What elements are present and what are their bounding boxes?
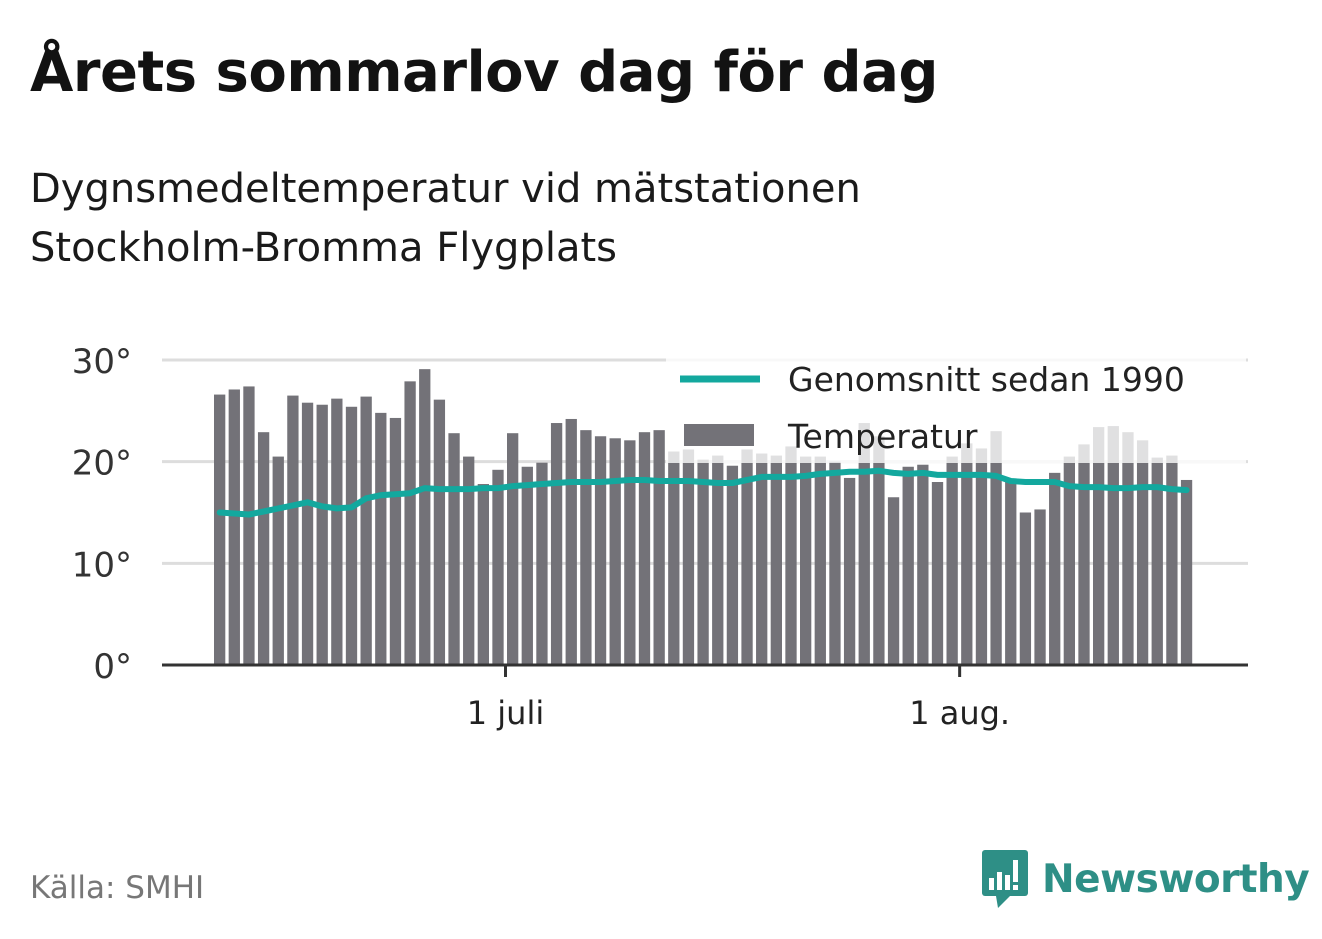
temperature-bar [287, 395, 299, 665]
average-line-group [216, 467, 1190, 518]
temperature-bar [785, 446, 797, 665]
temperature-bar [1063, 456, 1075, 665]
temperature-bar [873, 436, 885, 665]
temperature-bar [609, 438, 621, 665]
temperature-bar [741, 449, 753, 665]
legend-background [666, 355, 1246, 463]
temperature-bar [301, 402, 314, 665]
temperature-bar [419, 369, 431, 665]
temperature-bar [1136, 440, 1149, 665]
temperature-bar [814, 456, 826, 665]
temperature-bar [1151, 457, 1163, 665]
temperature-bar [1034, 509, 1046, 665]
temperature-bar [594, 436, 607, 665]
legend: Genomsnitt sedan 1990 Temperatur [666, 355, 1246, 463]
subtitle-line-2: Stockholm-Bromma Flygplats [30, 225, 617, 271]
x-tick-label: 1 juli [467, 694, 544, 732]
legend-label-average: Genomsnitt sedan 1990 [788, 360, 1185, 399]
temperature-bar [668, 451, 680, 665]
temperature-bar [653, 430, 665, 665]
temperature-bar [1107, 426, 1119, 665]
temperature-bar [829, 461, 841, 665]
temperature-bar [697, 459, 709, 665]
temperature-bar [712, 455, 724, 665]
temperature-bar [214, 394, 226, 665]
temperature-bar [858, 423, 870, 665]
temperature-bar [1180, 479, 1193, 665]
temperature-bar [682, 449, 695, 665]
chart-subtitle: Dygnsmedeltemperatur vid mätstationen St… [30, 160, 1030, 278]
temperature-bar [1019, 512, 1032, 665]
y-tick-label: 0° [93, 647, 132, 687]
brand-name: Newsworthy [1042, 856, 1310, 902]
temperature-bar [375, 412, 387, 665]
temperature-bar [756, 453, 768, 665]
temperature-bar [316, 404, 328, 665]
temperature-bar [257, 432, 270, 665]
temperature-bar [228, 389, 240, 665]
temperature-bar [272, 456, 284, 665]
temperature-bar [360, 396, 372, 665]
temperature-bar [463, 456, 475, 665]
temperature-bar [1093, 427, 1105, 665]
temperature-bar [770, 455, 782, 665]
temperature-bar [1078, 444, 1090, 665]
temperature-bar [331, 398, 343, 665]
temperature-bar [800, 456, 812, 665]
temperature-bar [448, 433, 460, 665]
y-tick-label: 30° [72, 342, 132, 382]
temperature-bar [946, 456, 958, 665]
temperature-bar [990, 431, 1002, 665]
temperature-bar [931, 482, 944, 665]
temperature-bar [1005, 478, 1017, 665]
temperature-bar [404, 381, 416, 665]
average-line [216, 467, 1190, 518]
temperature-bar [550, 423, 563, 665]
axes-group: 0° 10° 20° 30° 1 juli 1 aug. [72, 342, 1248, 732]
temperature-bar [492, 469, 504, 665]
temperature-bar [917, 464, 929, 665]
temperature-chart: 0° 10° 20° 30° 1 juli 1 aug. Genomsnitt sedan… [72, 342, 1248, 732]
temperature-bar [843, 477, 856, 665]
temperature-bar [638, 432, 651, 665]
temperature-bar [887, 497, 900, 665]
x-tick-label: 1 aug. [909, 694, 1010, 732]
temperature-bar [536, 462, 548, 665]
bars-group [214, 369, 1193, 665]
temperature-bar [726, 465, 739, 665]
y-tick-label: 20° [72, 444, 132, 484]
legend-bar-swatch [684, 424, 754, 446]
temperature-bar [433, 399, 446, 665]
temperature-bar [624, 440, 636, 665]
page-title: Årets sommarlov dag för dag [30, 40, 938, 105]
newsworthy-logo-icon [982, 850, 1028, 908]
temperature-bar [580, 430, 592, 665]
source-note: Källa: SMHI [30, 870, 205, 906]
temperature-bar [975, 448, 988, 665]
temperature-bar [389, 417, 402, 665]
brand-logo: Newsworthy [980, 848, 1310, 910]
temperature-bar [345, 406, 358, 665]
legend-label-temperature: Temperatur [787, 417, 978, 456]
y-tick-label: 10° [72, 545, 132, 585]
subtitle-line-1: Dygnsmedeltemperatur vid mätstationen [30, 166, 861, 212]
temperature-bar [902, 466, 914, 665]
temperature-bar [243, 386, 255, 665]
temperature-bar [507, 433, 519, 665]
temperature-bar [565, 418, 577, 665]
temperature-bar [961, 443, 973, 665]
temperature-bar [477, 484, 489, 665]
temperature-bar [1166, 455, 1178, 665]
temperature-bar [1122, 432, 1134, 665]
temperature-bar [1049, 472, 1061, 665]
temperature-bar [521, 466, 533, 665]
